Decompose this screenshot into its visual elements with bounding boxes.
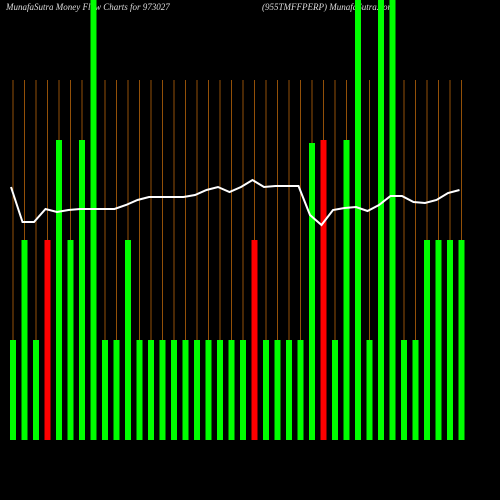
bar xyxy=(458,240,465,440)
bar xyxy=(332,340,338,440)
line xyxy=(10,178,460,227)
bar xyxy=(447,240,453,440)
chart-subtitle: (955TMFFPERP) MunafaSutra.com xyxy=(262,2,394,12)
bar xyxy=(401,340,407,440)
bar xyxy=(435,240,442,440)
bar xyxy=(251,240,258,440)
bar xyxy=(10,340,16,440)
bar xyxy=(102,340,108,440)
bar xyxy=(136,340,143,440)
bar xyxy=(33,340,39,440)
bar xyxy=(366,340,373,440)
bar xyxy=(79,140,85,440)
bar xyxy=(297,340,304,440)
bar xyxy=(263,340,269,440)
bar xyxy=(240,340,246,440)
bar xyxy=(228,340,235,440)
bar xyxy=(309,143,315,440)
bar xyxy=(217,340,223,440)
bar xyxy=(274,340,281,440)
bar xyxy=(424,240,430,440)
chart-title: MunafaSutra Money Flow Charts for 973027 xyxy=(5,2,170,12)
bar xyxy=(113,340,120,440)
bar xyxy=(194,340,200,440)
bar xyxy=(182,340,189,440)
bar xyxy=(21,240,28,440)
bar xyxy=(44,240,51,440)
bar xyxy=(378,0,384,440)
bar xyxy=(412,340,419,440)
bar xyxy=(389,0,396,440)
bar xyxy=(159,340,166,440)
bar xyxy=(286,340,292,440)
bar xyxy=(67,240,74,440)
bar xyxy=(320,140,327,440)
bar xyxy=(56,140,62,440)
bar xyxy=(205,340,212,440)
bar xyxy=(125,240,131,440)
bar xyxy=(171,340,177,440)
bar xyxy=(90,0,97,440)
bar xyxy=(355,0,361,440)
bar xyxy=(148,340,154,440)
bar xyxy=(343,140,350,440)
